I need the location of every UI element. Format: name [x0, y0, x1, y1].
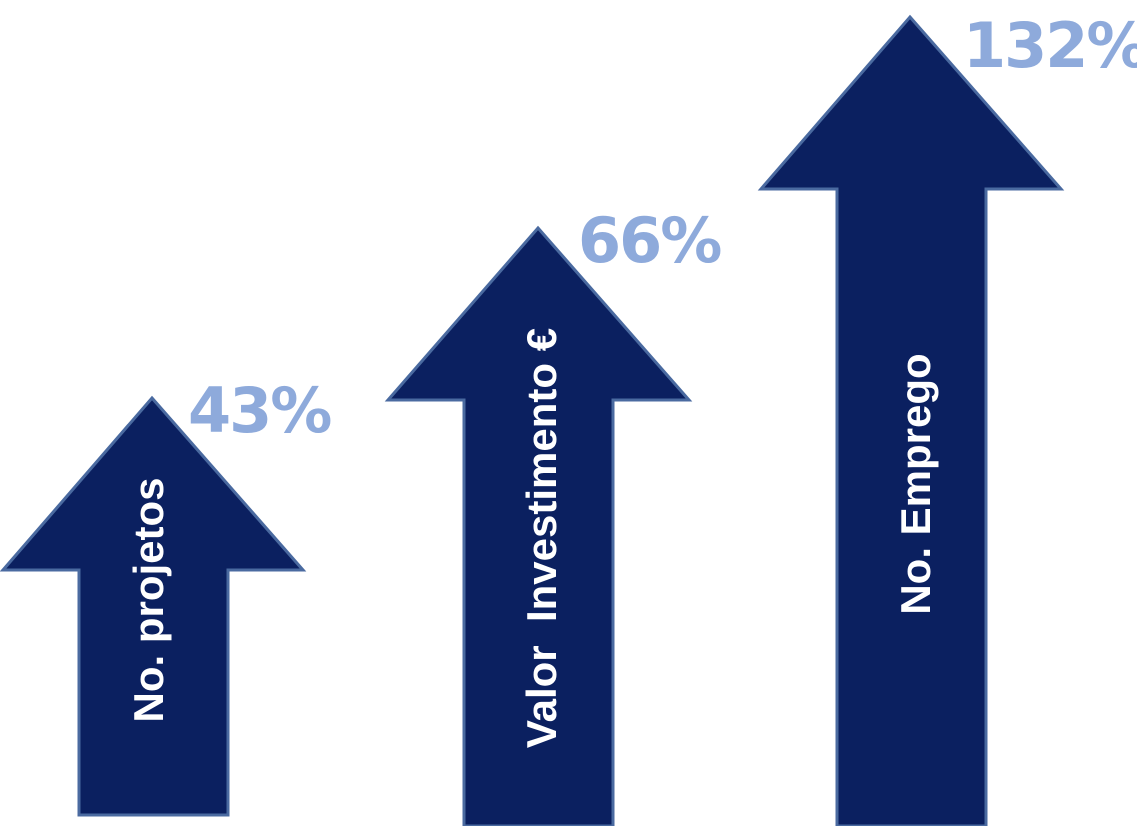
arrow-emprego-label: No. Emprego [892, 353, 939, 614]
arrow-investimento-shape [384, 225, 693, 826]
arrow-emprego: No. Emprego 132% [757, 9, 1137, 826]
arrow-emprego-percent: 132% [963, 9, 1137, 82]
arrow-projetos-shape [0, 395, 307, 817]
arrow-investimento-label: Valor Investimento € [518, 328, 565, 748]
arrow-projetos: No. projetos 43% [0, 374, 333, 817]
arrow-projetos-label: No. projetos [125, 477, 172, 722]
arrow-projetos-percent: 43% [188, 374, 331, 447]
arrow-investimento-percent: 66% [578, 204, 721, 277]
arrow-investimento: Valor Investimento € 66% [384, 204, 723, 826]
arrow-emprego-shape [757, 14, 1065, 826]
